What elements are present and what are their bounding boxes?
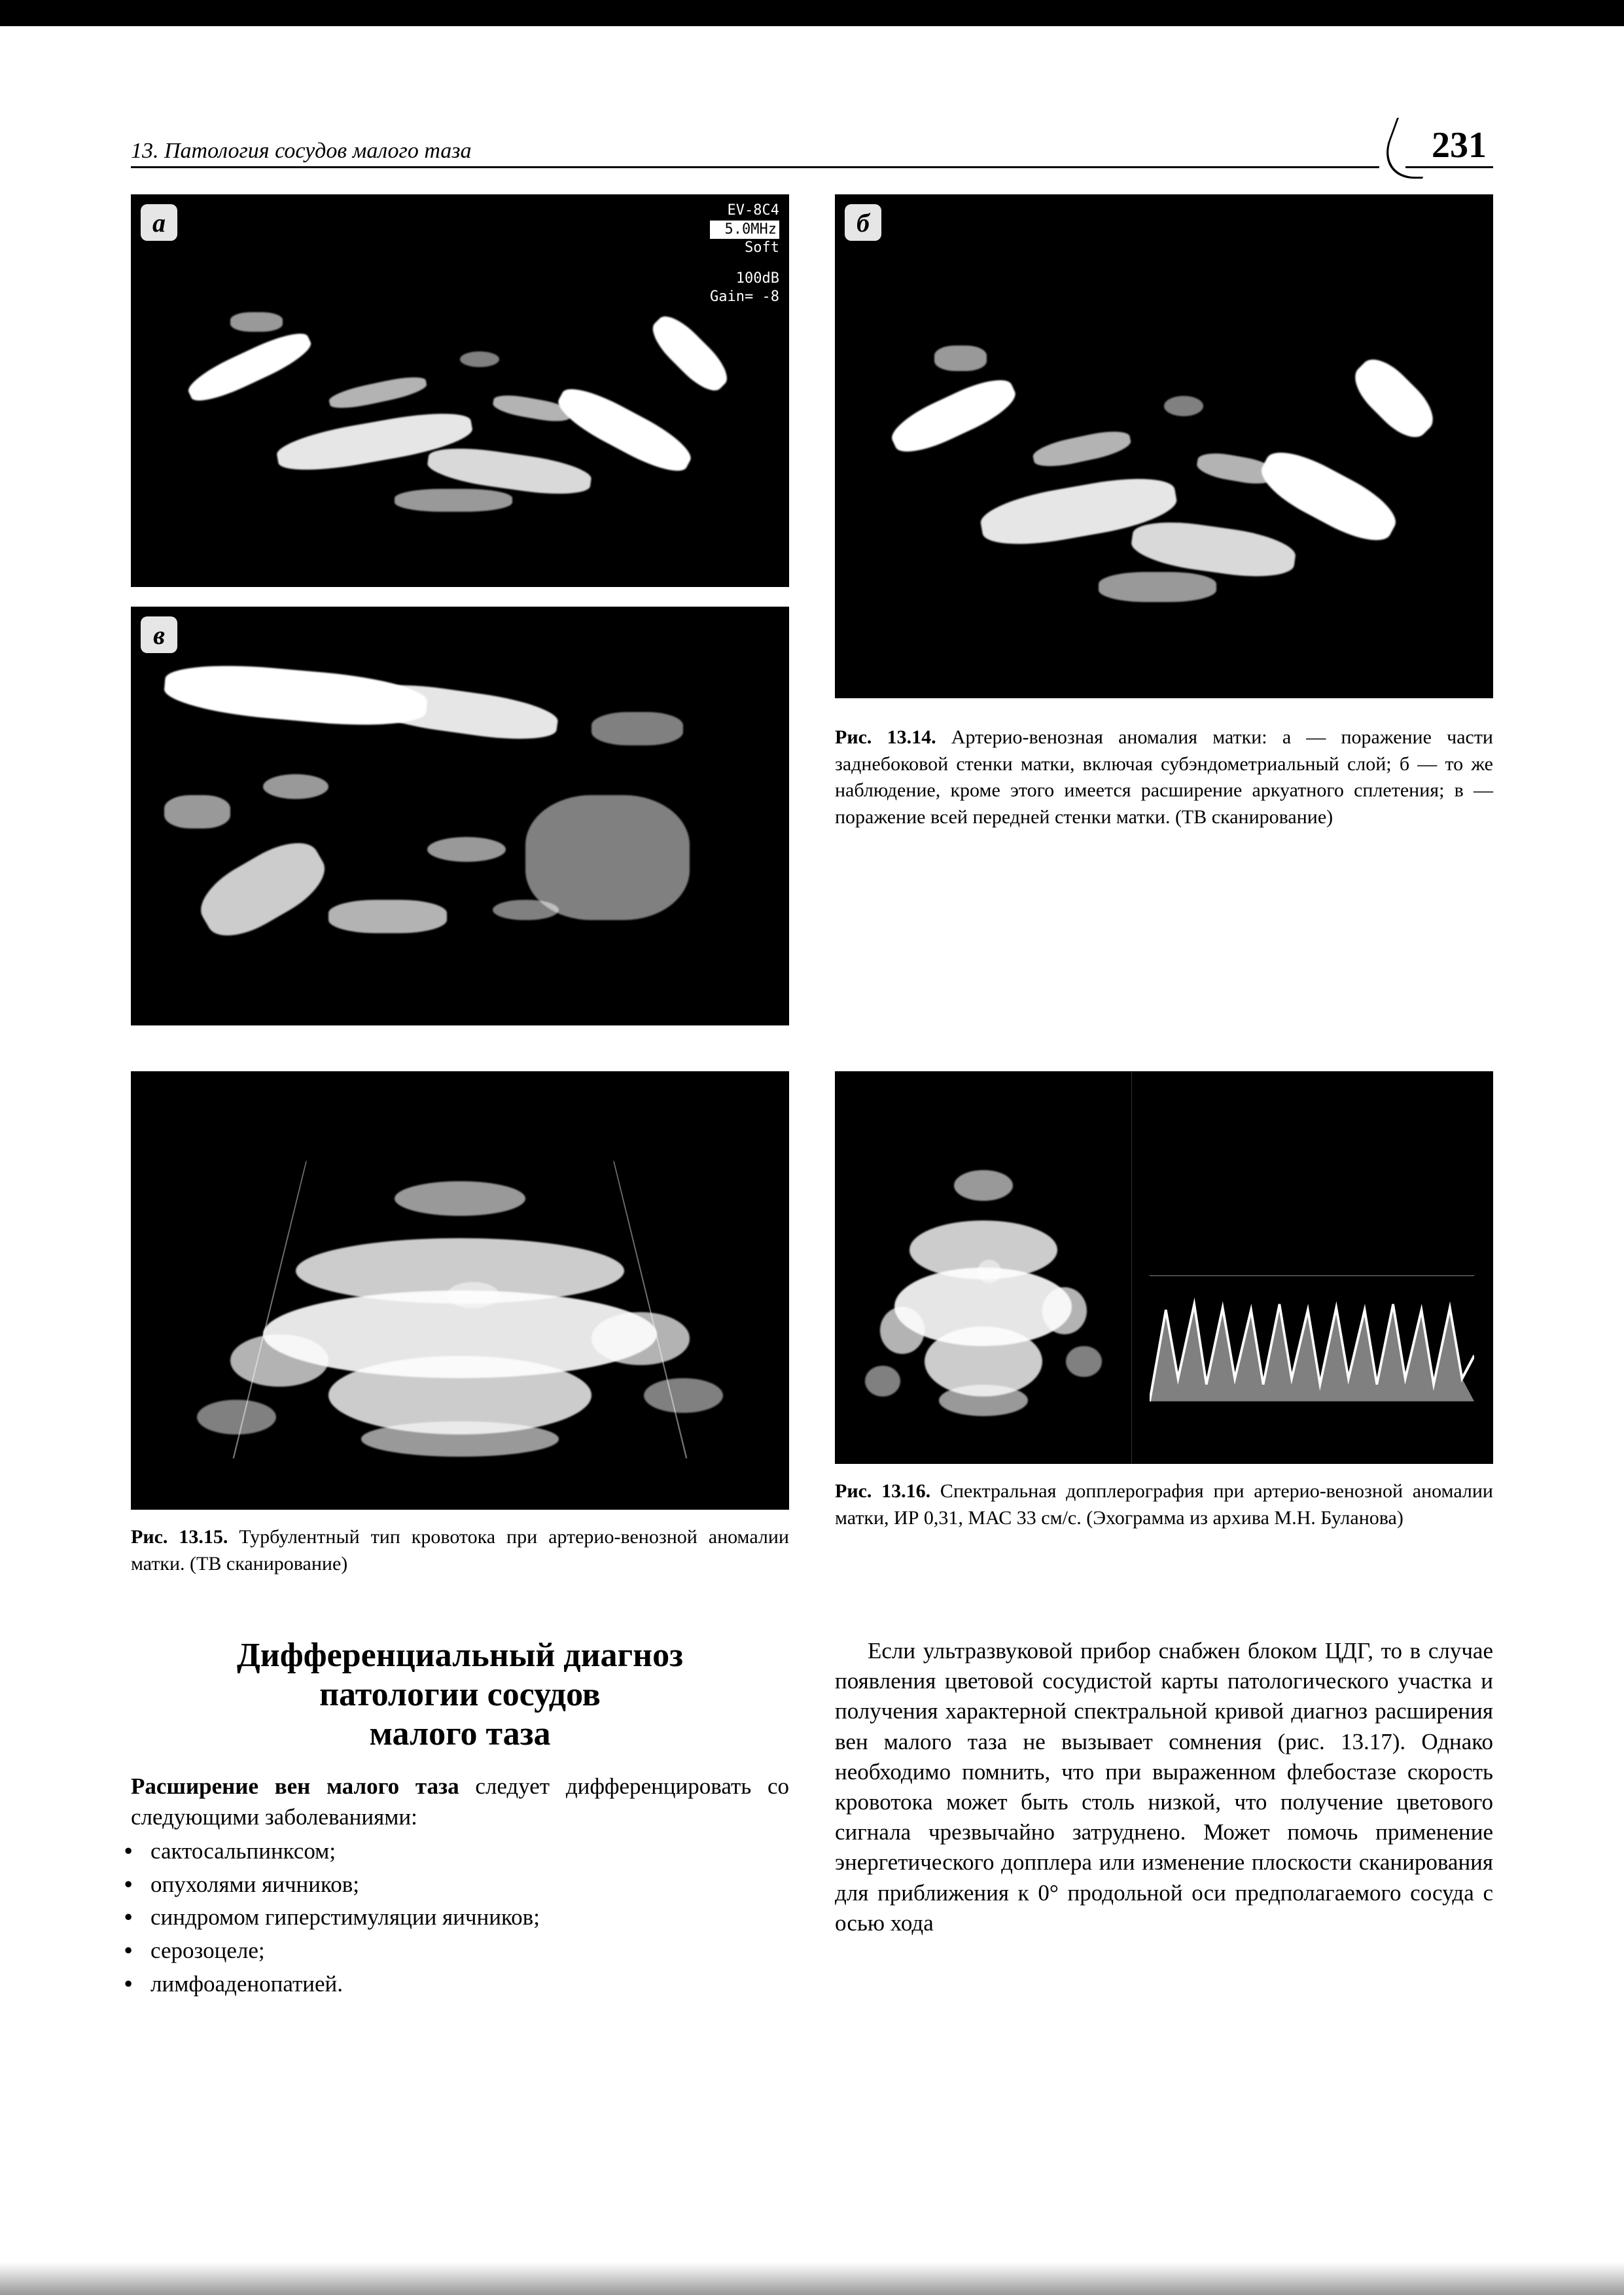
lead-paragraph: Расширение вен малого таза следует диффе… — [131, 1771, 789, 1832]
list-item: серозоцеле; — [150, 1934, 789, 1968]
list-item: лимфоаденопатией. — [150, 1968, 789, 2001]
ultrasound-speckle — [132, 607, 788, 1025]
caption-label: Рис. 13.16. — [835, 1480, 930, 1502]
figure-13-16-image — [835, 1071, 1493, 1464]
paragraph-text: Если ультразвуковой прибор снабжен блоко… — [835, 1636, 1493, 1938]
caption-label: Рис. 13.14. — [835, 726, 936, 748]
left-text-column: Дифференциальный диагноз патологии сосуд… — [131, 1636, 789, 2001]
page-number-ornament: 231 — [1405, 124, 1493, 168]
page-number: 231 — [1405, 124, 1493, 168]
disease-list: сактосальпинксом; опухолями яичников; си… — [131, 1835, 789, 2001]
text-columns: Дифференциальный диагноз патологии сосуд… — [131, 1636, 1493, 2001]
ultrasound-speckle — [132, 195, 788, 586]
caption-text: Турбулентный тип кровотока при артерио-в… — [131, 1526, 789, 1574]
caption-label: Рис. 13.15. — [131, 1526, 228, 1548]
figure-13-16-caption: Рис. 13.16. Спектральная допплерография … — [835, 1478, 1493, 1531]
running-title: 13. Патология сосудов малого таза — [131, 139, 1379, 168]
page-content: 13. Патология сосудов малого таза 231 а … — [0, 0, 1624, 2067]
ultrasound-speckle — [836, 1072, 1131, 1463]
ultrasound-speckle — [132, 1072, 788, 1509]
right-text-column: Если ультразвуковой прибор снабжен блоко… — [835, 1636, 1493, 2001]
list-item: синдромом гиперстимуляции яичников; — [150, 1901, 789, 1934]
list-item: опухолями яичников; — [150, 1868, 789, 1902]
title-line-2: патологии сосудов — [319, 1676, 601, 1713]
title-line-3: малого таза — [369, 1715, 550, 1752]
section-title: Дифференциальный диагноз патологии сосуд… — [131, 1636, 789, 1753]
title-line-1: Дифференциальный диагноз — [237, 1637, 683, 1674]
figure-13-14-b: б — [835, 194, 1493, 698]
caption-text: Спектральная допплерография при артерио-… — [835, 1480, 1493, 1529]
lead-bold: Расширение вен малого таза — [131, 1773, 459, 1799]
doppler-baseline — [1150, 1275, 1474, 1276]
figure-13-15-caption: Рис. 13.15. Турбулентный тип кровотока п… — [131, 1524, 789, 1577]
running-head: 13. Патология сосудов малого таза 231 — [131, 124, 1493, 168]
bottom-scan-shadow — [0, 2262, 1624, 2295]
figure-13-14-a: а EV-8C4 5.0MHz Soft 100dB Gain= -8 — [131, 194, 789, 587]
right-paragraph: Если ультразвуковой прибор снабжен блоко… — [835, 1636, 1493, 1938]
figure-row-2: Рис. 13.15. Турбулентный тип кровотока п… — [131, 1071, 1493, 1577]
figure-13-14-caption: Рис. 13.14. Артерио-венозная аномалия ма… — [835, 724, 1493, 830]
doppler-layout — [836, 1072, 1492, 1463]
figure-13-14-v: в — [131, 607, 789, 1025]
figure-13-14-block: а EV-8C4 5.0MHz Soft 100dB Gain= -8 в — [131, 194, 1493, 1025]
figure-13-15-image — [131, 1071, 789, 1510]
list-item: сактосальпинксом; — [150, 1835, 789, 1868]
doppler-waveform — [1150, 1287, 1474, 1424]
ultrasound-speckle — [836, 195, 1492, 698]
